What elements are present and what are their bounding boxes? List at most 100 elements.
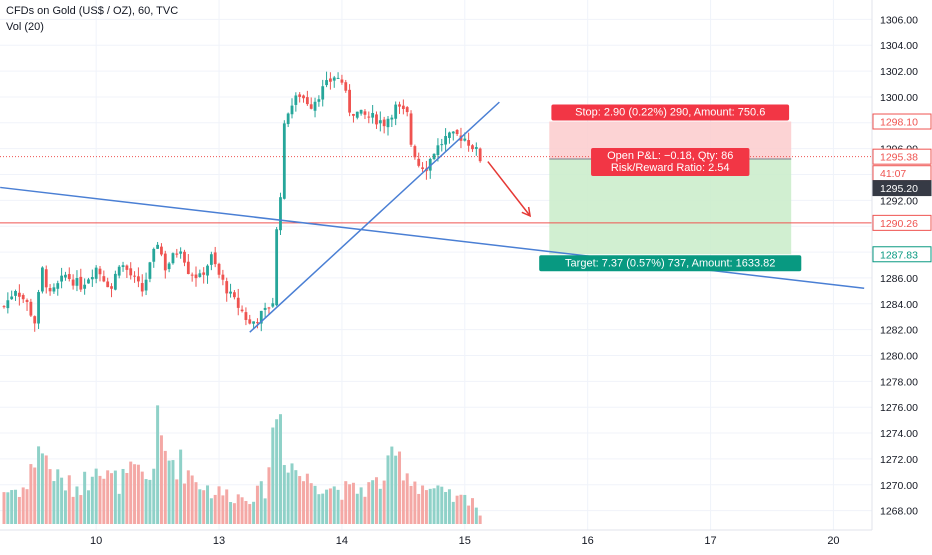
volume-bar (386, 455, 390, 524)
current-price-tag[interactable] (872, 148, 932, 165)
volume-bar (351, 482, 355, 524)
candle-body (282, 123, 286, 199)
time-tick-label: 15 (459, 535, 471, 547)
candle-body (90, 277, 94, 280)
candle-body (405, 107, 409, 113)
descending-trendline[interactable] (0, 186, 865, 290)
volume-bar (63, 490, 67, 524)
candle-body (440, 144, 444, 146)
pnl-label-box[interactable] (591, 148, 750, 176)
candle-body (417, 158, 421, 166)
candle-body (221, 274, 225, 280)
volume-bar (48, 469, 52, 524)
candle-body (432, 153, 436, 160)
volume-bar (286, 472, 290, 524)
candle-body (371, 112, 375, 118)
volume-bar (371, 480, 375, 524)
entry-price-tag[interactable] (872, 180, 932, 197)
volume-bar (167, 460, 171, 524)
volume-bar (186, 470, 190, 524)
candle-body (413, 146, 417, 158)
volume-bar (382, 480, 386, 524)
volume-bar (236, 494, 240, 524)
volume-bar (110, 473, 114, 524)
volume-bar (33, 467, 37, 524)
candle-body (56, 283, 60, 289)
candle-body (83, 284, 87, 289)
target-price-tag[interactable] (872, 246, 932, 263)
volume-bar (106, 470, 110, 524)
candle-body (378, 120, 382, 124)
candle-body (67, 274, 71, 280)
target-label-box[interactable] (539, 255, 802, 272)
candle-body (275, 229, 279, 306)
candle-body (401, 105, 405, 109)
volume-bar (424, 490, 428, 524)
volume-bar (459, 494, 463, 524)
price-axis[interactable]: 1268.00 1270.00 1272.00 1274.00 1276.00 1278.… (871, 0, 932, 530)
candle-body (394, 104, 398, 119)
stop-price-tag[interactable] (872, 113, 932, 130)
price-tick-label: 1274.00 (880, 428, 918, 440)
volume-bar (37, 446, 41, 524)
candle-body (474, 147, 478, 149)
candle-body (444, 136, 447, 145)
volume-bar (159, 435, 163, 524)
resistance-price-tag[interactable] (872, 214, 932, 231)
volume-bar (206, 485, 210, 524)
volume-bar (325, 489, 329, 524)
candle-body (94, 267, 98, 279)
volume-bar (298, 476, 302, 524)
countdown-price-tag-text: 41:07 (880, 168, 906, 180)
volume-bar (401, 480, 405, 524)
trendlines-layer[interactable] (0, 101, 865, 333)
volume-bar (328, 488, 332, 524)
price-tick-label: 1282.00 (880, 325, 918, 337)
volume-bar (232, 503, 236, 524)
volume-bar (190, 475, 194, 524)
candle-body (87, 279, 90, 284)
candle-body (390, 117, 394, 120)
candle-body (71, 279, 75, 286)
candle-body (14, 291, 17, 296)
candle-body (375, 114, 378, 125)
time-tick-label: 10 (90, 535, 102, 547)
candle-body (436, 145, 440, 156)
volume-bar (455, 495, 459, 524)
volume-bar (470, 498, 474, 524)
candle-body (302, 95, 305, 99)
volume-bar (136, 464, 140, 524)
candle-body (321, 86, 325, 100)
candle-body (2, 306, 6, 308)
candle-body (102, 276, 106, 282)
chart-title: CFDs on Gold (US$ / OZ), 60, TVC (6, 5, 179, 17)
candle-body (152, 248, 156, 262)
ascending-trendline[interactable] (249, 101, 500, 333)
volume-bar (336, 489, 340, 524)
candle-body (348, 89, 351, 113)
time-axis[interactable]: 10 13 14 15 16 17 20 (0, 529, 872, 547)
price-tick-label: 1278.00 (880, 376, 918, 388)
volume-bar (225, 489, 229, 524)
stop-label-box[interactable] (551, 104, 790, 121)
volume-bar (6, 492, 10, 524)
candle-body (248, 319, 252, 324)
volume-bar (25, 489, 29, 524)
candle-body (198, 273, 202, 277)
target-price-tag-text: 1287.83 (880, 249, 918, 261)
volume-bar (163, 450, 167, 524)
candle-body (75, 278, 79, 286)
volume-bar (156, 405, 160, 524)
volume-bar (113, 470, 117, 524)
candle-body (106, 281, 110, 288)
direction-arrow[interactable] (487, 161, 531, 217)
volume-bar (198, 489, 202, 524)
volume-bar (255, 485, 259, 524)
volume-bar (229, 502, 233, 524)
volume-bar (21, 487, 25, 524)
candle-body (359, 109, 363, 114)
candle-body (256, 322, 259, 324)
volume-bar (14, 489, 18, 524)
